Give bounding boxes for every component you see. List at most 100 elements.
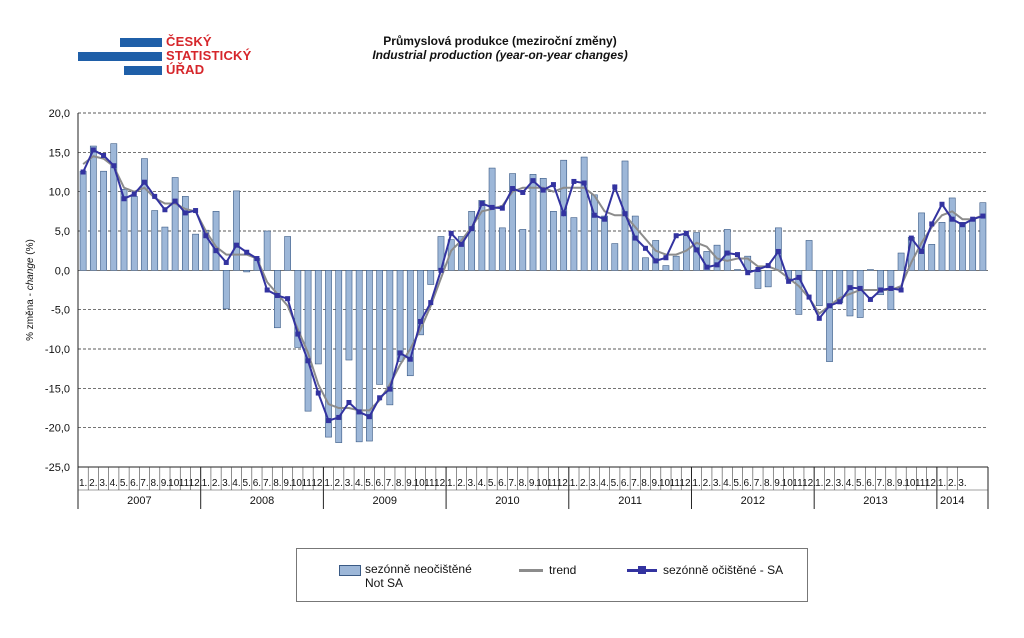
- bar: [243, 270, 251, 273]
- x-month-label: 11.: [547, 478, 560, 489]
- x-month-label: 7.: [631, 478, 639, 489]
- sa-point: [438, 267, 444, 273]
- logo-bar-middle: [78, 52, 162, 61]
- bar: [233, 190, 240, 271]
- sa-point: [101, 152, 107, 158]
- x-month-label: 9.: [529, 478, 537, 489]
- bar: [141, 158, 148, 271]
- bar: [181, 196, 189, 271]
- x-month-label: 11.: [179, 478, 192, 489]
- logo-word-3: ÚŘAD: [166, 62, 205, 77]
- sa-point: [141, 179, 147, 185]
- x-month-label: 11.: [424, 478, 437, 489]
- y-axis-title: % změna - change (%): [25, 239, 36, 341]
- sa-point: [837, 299, 843, 305]
- sa-point: [305, 358, 311, 364]
- bar: [867, 269, 874, 271]
- bar: [100, 170, 107, 271]
- sa-point: [939, 201, 945, 207]
- sa-point: [111, 163, 117, 169]
- sa-point: [612, 184, 618, 190]
- x-month-label: 7.: [386, 478, 394, 489]
- sa-point: [704, 264, 710, 270]
- bar: [969, 218, 977, 271]
- sa-point: [919, 248, 925, 254]
- x-year-label: 2013: [863, 495, 887, 507]
- x-year-label: 2010: [495, 495, 519, 507]
- y-tick-label: 0,0: [55, 265, 70, 277]
- sa-point: [694, 247, 700, 253]
- sa-point: [315, 390, 321, 396]
- x-month-label: 10.: [414, 478, 428, 489]
- bar: [222, 270, 230, 310]
- x-month-label: 1.: [79, 478, 87, 489]
- y-tick-label: -10,0: [45, 344, 70, 356]
- bar: [815, 270, 823, 307]
- bar: [601, 215, 608, 271]
- x-month-label: 4.: [110, 478, 118, 489]
- sa-point: [152, 193, 158, 199]
- bar: [130, 196, 138, 271]
- bar: [723, 229, 731, 271]
- x-month-label: 8.: [887, 478, 895, 489]
- trend-line: [82, 155, 984, 412]
- bar: [539, 177, 547, 271]
- sa-point: [377, 395, 383, 401]
- bar: [631, 215, 639, 271]
- sa-point: [878, 287, 884, 293]
- x-month-label: 9.: [774, 478, 782, 489]
- logo-bar-bottom: [124, 66, 162, 75]
- bar: [580, 156, 588, 271]
- sa-point: [213, 248, 219, 254]
- x-month-label: 3.: [467, 478, 475, 489]
- x-month-label: 2.: [580, 478, 588, 489]
- sa-point: [642, 245, 648, 251]
- x-month-label: 7.: [876, 478, 884, 489]
- x-month-label: 1.: [202, 478, 210, 489]
- x-month-label: 5.: [365, 478, 373, 489]
- x-month-label: 6.: [375, 478, 383, 489]
- sa-point: [847, 285, 853, 291]
- bar: [89, 145, 97, 271]
- x-month-label: 10.: [904, 478, 918, 489]
- sa-point: [428, 300, 434, 306]
- x-month-label: 3.: [99, 478, 107, 489]
- sa-point: [510, 186, 516, 192]
- bar: [355, 270, 363, 443]
- bar: [304, 270, 312, 412]
- x-month-label: 4.: [846, 478, 854, 489]
- x-month-label: 6.: [866, 478, 874, 489]
- y-tick-label: -25,0: [45, 462, 70, 474]
- x-year-label: 2014: [940, 495, 964, 507]
- bar: [897, 252, 905, 271]
- legend-label-not-sa-en: Not SA: [365, 576, 404, 590]
- bar: [672, 255, 680, 271]
- x-month-label: 12.: [189, 478, 203, 489]
- sa-point: [970, 216, 976, 222]
- bar: [764, 270, 772, 288]
- x-month-label: 2.: [335, 478, 343, 489]
- bar: [642, 257, 649, 271]
- bar: [386, 270, 394, 406]
- sa-point: [755, 267, 761, 273]
- bar: [314, 270, 322, 365]
- bar: [345, 270, 353, 361]
- x-year-label: 2012: [741, 495, 765, 507]
- sa-point: [274, 293, 280, 299]
- sa-point: [499, 205, 505, 211]
- bar: [417, 270, 424, 336]
- bar: [611, 243, 619, 271]
- x-month-label: 9.: [406, 478, 414, 489]
- bar: [652, 240, 660, 271]
- bar: [325, 270, 332, 438]
- x-month-label: 9.: [897, 478, 905, 489]
- x-month-label: 9.: [283, 478, 291, 489]
- x-month-label: 1.: [938, 478, 946, 489]
- sa-point: [857, 285, 863, 291]
- y-tick-label: -15,0: [45, 383, 70, 395]
- sa-point: [561, 211, 567, 217]
- sa-point: [530, 178, 536, 184]
- sa-point: [827, 303, 833, 309]
- x-month-label: 7.: [140, 478, 148, 489]
- y-tick-label: 20,0: [49, 108, 70, 120]
